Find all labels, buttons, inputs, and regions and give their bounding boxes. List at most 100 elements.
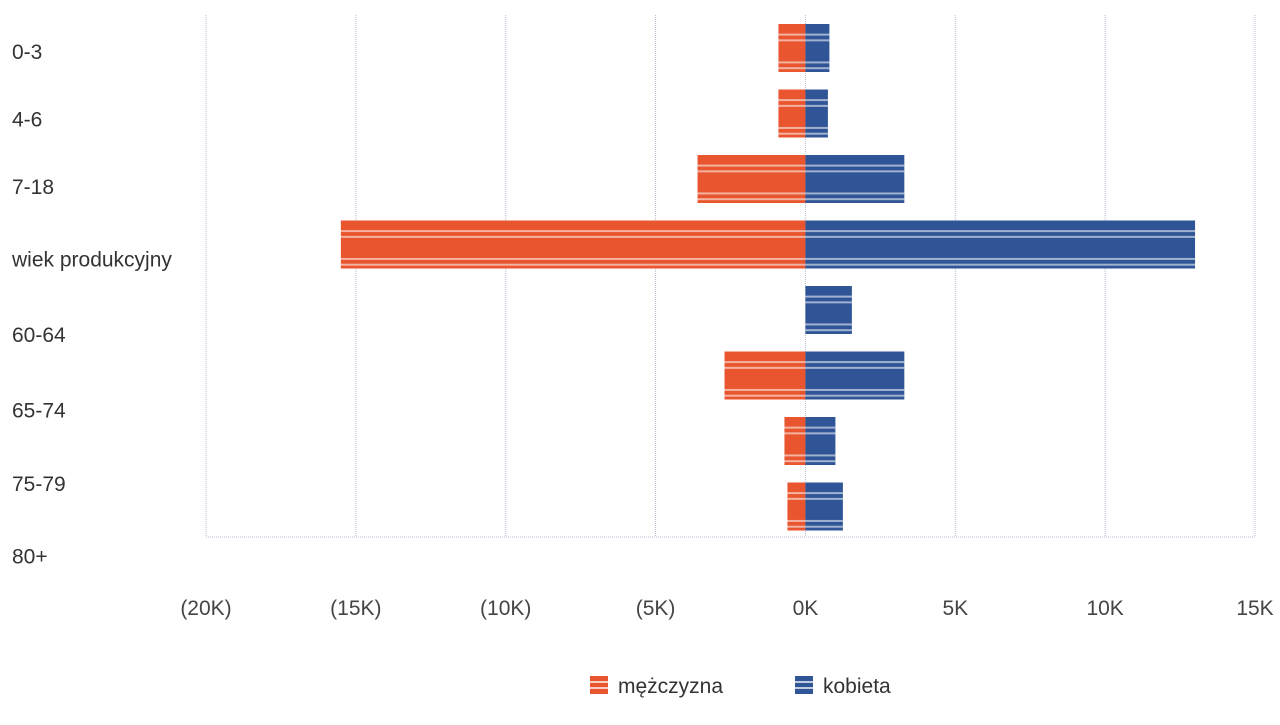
bar-female-3 [805,220,1196,269]
legend-label: kobieta [823,675,891,698]
legend-swatch [795,676,813,694]
bar-fill [805,286,852,334]
bar-stripe-3 [778,132,806,135]
bar-stripe-1 [787,497,806,500]
bar-stripe-3 [787,525,806,528]
bar-stripe-3 [805,329,852,332]
legend-swatch [590,676,608,694]
bar-fill [778,24,806,72]
x-tick-label: (15K) [330,597,381,620]
bar-stripe-2 [778,61,806,64]
bar-stripe-2 [805,454,836,457]
category-label: 0-3 [12,41,42,64]
legend-swatch-stripe [590,687,608,689]
bar-fill [724,351,806,400]
bar-stripe-1 [778,104,806,107]
bar-fill [787,482,806,531]
bar-stripe-0 [724,361,806,364]
category-label: 4-6 [12,109,42,132]
category-label: 75-79 [12,473,66,496]
bar-fill [805,482,843,531]
bar-stripe-2 [697,192,806,195]
bar-stripe-3 [805,263,1196,266]
bar-stripe-0 [805,295,852,298]
bar-stripe-0 [805,361,905,364]
bar-female-0 [805,24,830,72]
bar-stripe-2 [724,388,806,391]
bar-stripe-0 [784,426,806,429]
bar-stripe-1 [805,497,843,500]
bar-stripe-0 [778,99,806,102]
bar-stripe-3 [805,198,905,201]
bar-stripe-3 [724,394,806,397]
bar-male-0 [778,24,806,72]
bar-stripe-0 [805,33,830,36]
bar-stripe-3 [805,394,905,397]
bar-stripe-2 [805,257,1196,260]
bar-male-1 [778,89,806,138]
bar-stripe-0 [805,492,843,495]
bar-stripe-1 [697,170,806,173]
bar-stripe-0 [778,33,806,36]
category-label: 80+ [12,546,48,569]
bar-female-7 [805,482,843,531]
bar-stripe-1 [805,366,905,369]
bar-stripe-1 [805,104,828,107]
bar-stripe-2 [787,519,806,522]
bar-stripe-3 [805,67,830,70]
bar-stripe-2 [805,323,852,326]
bar-fill [805,417,836,465]
category-label: 60-64 [12,324,66,347]
bar-stripe-2 [805,126,828,129]
bar-stripe-0 [805,426,836,429]
bar-stripe-3 [784,460,806,463]
bar-stripe-0 [805,99,828,102]
legend-swatch-stripe [795,687,813,689]
bar-stripe-3 [697,198,806,201]
bar-female-4 [805,286,852,334]
bar-fill [805,89,828,138]
category-label: 7-18 [12,176,54,199]
bar-stripe-0 [340,230,806,233]
bar-female-6 [805,417,836,465]
bar-stripe-3 [805,460,836,463]
bar-stripe-0 [805,164,905,167]
x-tick-label: 5K [942,597,968,620]
bar-stripe-1 [340,235,806,238]
bar-female-5 [805,351,905,400]
bar-stripe-3 [805,132,828,135]
category-label: wiek produkcyjny [11,249,172,272]
x-tick-label: 10K [1086,597,1123,620]
bar-female-2 [805,155,905,203]
bar-stripe-2 [778,126,806,129]
bar-stripe-1 [805,39,830,42]
bar-fill [805,155,905,203]
bar-male-7 [787,482,806,531]
x-tick-label: (20K) [180,597,231,620]
legend-item-male: mężczyzna [590,675,723,698]
bar-fill [805,24,830,72]
category-labels: 0-3 4-6 7-18 wiek produkcyjny 60-64 65-74 75-7… [11,41,172,569]
bar-male-5 [724,351,806,400]
bar-stripe-1 [805,235,1196,238]
bar-stripe-1 [805,170,905,173]
bar-fill [805,351,905,400]
bar-stripe-2 [805,388,905,391]
bar-stripe-0 [787,492,806,495]
legend-swatch-stripe [590,681,608,683]
bar-male-3 [340,220,806,269]
category-label: 65-74 [12,400,66,423]
bar-stripe-3 [340,263,806,266]
bar-stripe-0 [805,230,1196,233]
legend-item-female: kobieta [795,675,891,698]
bar-fill [697,155,806,203]
bar-stripe-2 [805,192,905,195]
bar-fill [805,220,1196,269]
bar-male-6 [784,417,806,465]
bar-male-2 [697,155,806,203]
x-tick-label: 0K [793,597,819,620]
legend-label: mężczyzna [618,675,723,698]
bar-stripe-0 [697,164,806,167]
bar-stripe-2 [340,257,806,260]
